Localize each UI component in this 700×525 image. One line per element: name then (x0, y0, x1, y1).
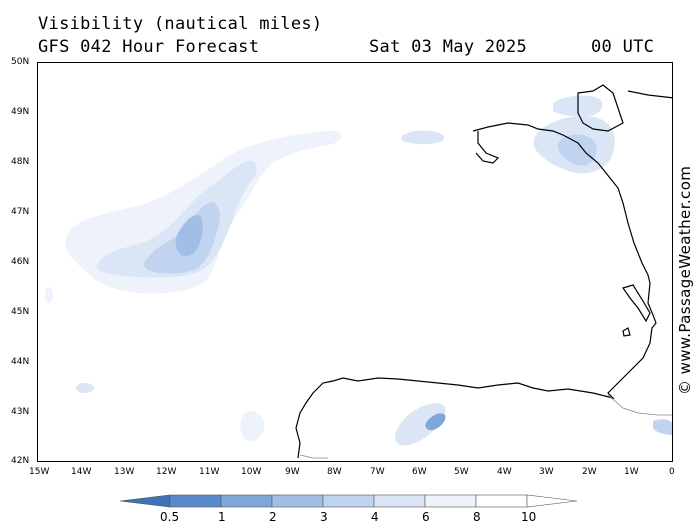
legend-label-6: 6 (422, 510, 430, 524)
lon-label-7w: 7W (370, 467, 385, 477)
lat-label-43: 43N (11, 407, 30, 417)
fog-patch-isolated (76, 383, 94, 393)
coastline-gironde (622, 284, 651, 323)
lon-label-5w: 5W (454, 467, 469, 477)
lon-label-6w: 6W (412, 467, 427, 477)
lat-label-45: 45N (11, 307, 30, 317)
legend-segment (169, 494, 222, 508)
lon-label-15w: 15W (29, 467, 50, 477)
lat-label-47: 47N (11, 207, 30, 217)
legend-segment (271, 494, 324, 508)
chart-title: Visibility (nautical miles) (38, 14, 323, 34)
legend-label-0-5: 0.5 (160, 510, 180, 524)
lat-label-46: 46N (11, 257, 30, 267)
border-spain-france (607, 394, 672, 416)
lon-label-0: 0 (669, 467, 675, 477)
legend-label-1: 1 (218, 510, 226, 524)
lon-label-12w: 12W (156, 467, 177, 477)
legend-label-4: 4 (371, 510, 379, 524)
coastline (295, 84, 672, 459)
lon-label-2w: 2W (582, 467, 597, 477)
visibility-fields (45, 95, 672, 446)
coastline-brittany-france (295, 122, 657, 459)
border-spain-portugal (299, 454, 328, 459)
fog-patch-south-core (425, 413, 446, 431)
forecast-label: GFS 042 Hour Forecast (38, 37, 260, 57)
fog-patch-east-edge (653, 419, 672, 435)
lon-label-8w: 8W (327, 467, 342, 477)
legend-colorbar (119, 494, 578, 508)
copyright-credit: © www.PassageWeather.com (676, 165, 694, 395)
fog-patch-northeast-core (557, 134, 597, 166)
forecast-time: 00 UTC (591, 37, 655, 57)
legend-label-8: 8 (473, 510, 481, 524)
visibility-map (37, 62, 673, 462)
lon-label-3w: 3W (539, 467, 554, 477)
forecast-date: Sat 03 May 2025 (369, 37, 528, 57)
borders (299, 394, 672, 459)
lon-label-4w: 4W (497, 467, 512, 477)
lat-label-48: 48N (11, 157, 30, 167)
legend-arrow-high (526, 494, 578, 508)
legend-segment (475, 494, 528, 508)
fog-patch-mid (401, 130, 445, 145)
legend-label-10: 10 (521, 510, 537, 524)
map-canvas (45, 84, 672, 459)
lat-label-49: 49N (11, 107, 30, 117)
coastline-channel (577, 84, 624, 132)
fog-patch-west-dense (175, 215, 203, 257)
lon-label-11w: 11W (199, 467, 220, 477)
fog-patch-galicia (240, 411, 265, 442)
fog-patch-west-inner (96, 160, 257, 278)
lon-label-14w: 14W (71, 467, 92, 477)
coastline-brittany-tip (475, 131, 500, 164)
coastline-islands (622, 327, 631, 337)
lon-label-13w: 13W (114, 467, 135, 477)
legend-label-3: 3 (320, 510, 328, 524)
lon-label-9w: 9W (285, 467, 300, 477)
lat-label-50: 50N (11, 57, 30, 67)
lat-label-44: 44N (11, 357, 30, 367)
lon-label-1w: 1W (624, 467, 639, 477)
legend-segment (373, 494, 426, 508)
legend-arrow-low (119, 494, 171, 508)
legend-segment (220, 494, 273, 508)
legend-segment (424, 494, 477, 508)
lon-label-10w: 10W (241, 467, 262, 477)
legend-label-2: 2 (269, 510, 277, 524)
legend-segment (322, 494, 375, 508)
fog-patch-south (394, 403, 446, 446)
lat-label-42: 42N (11, 456, 30, 466)
coastline-channel-east (627, 90, 672, 99)
fog-patch-isolated-2 (45, 287, 53, 303)
